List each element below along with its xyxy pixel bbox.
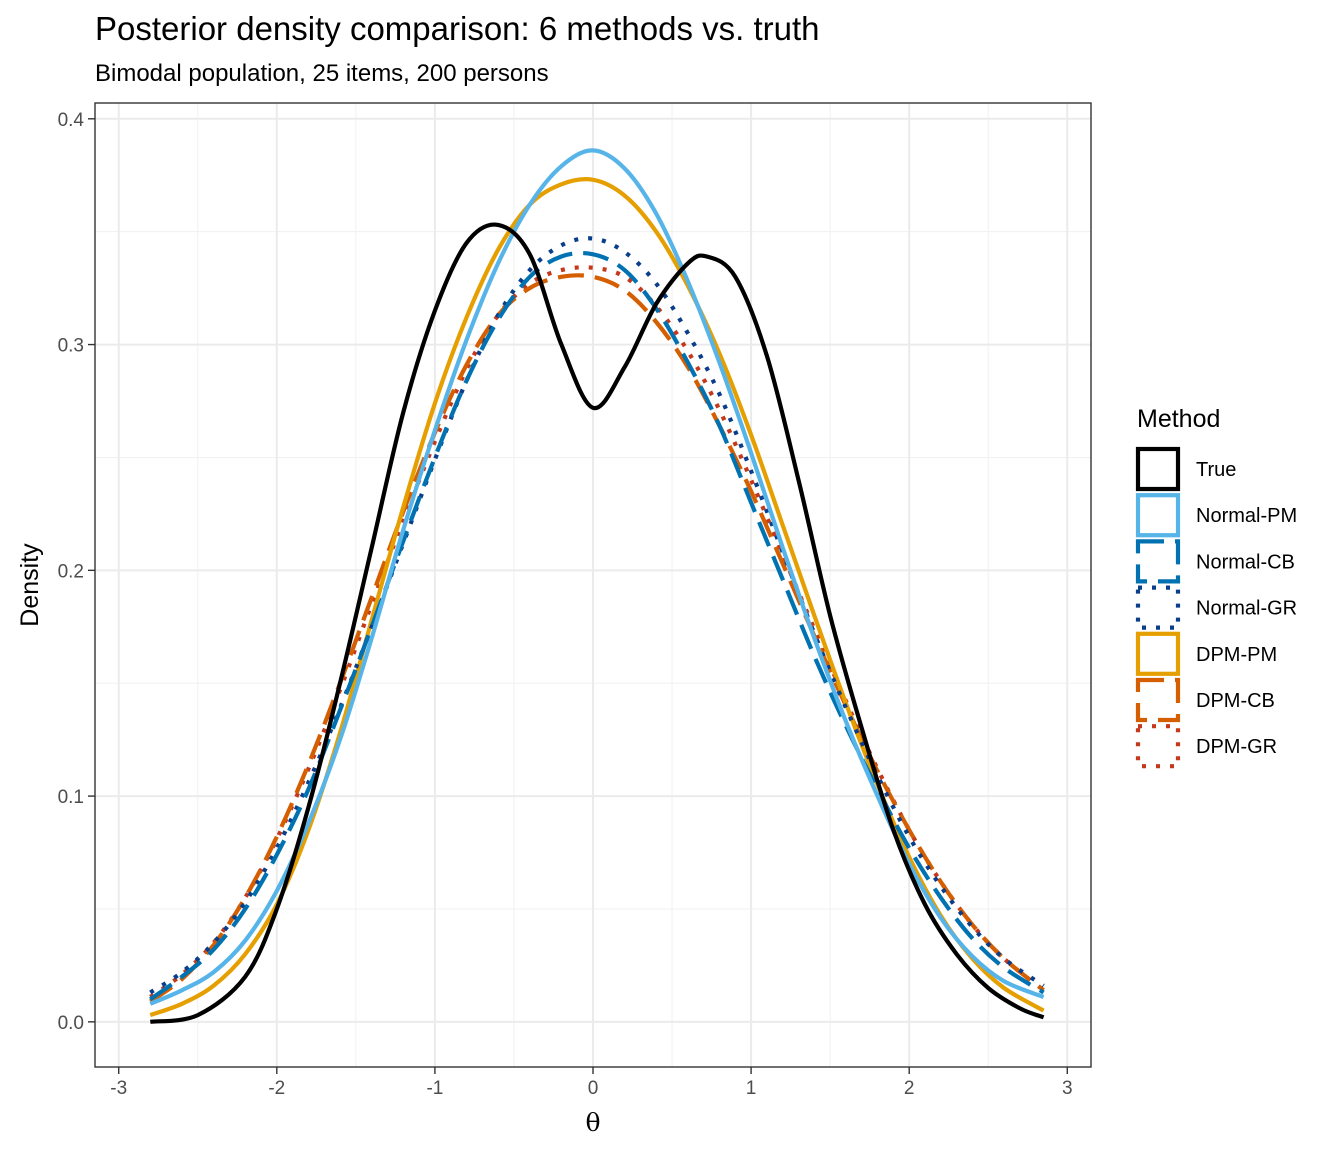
legend-key-dpm-pm: DPM-PM <box>1135 631 1277 676</box>
legend-title: Method <box>1137 405 1220 433</box>
x-tick-label: -3 <box>110 1078 127 1099</box>
x-tick-label: 3 <box>1062 1078 1073 1099</box>
series-lines <box>149 148 1045 1024</box>
legend-label: DPM-GR <box>1196 736 1277 758</box>
major-gridlines <box>95 103 1091 1067</box>
legend-swatch <box>1135 539 1181 584</box>
x-tick-label: -1 <box>426 1078 443 1099</box>
series-line-normal-gr <box>149 236 1045 995</box>
legend-key-dpm-cb: DPM-CB <box>1135 677 1275 723</box>
legend: Method True Normal-PM Normal-CB Normal-GR DP… <box>1135 405 1297 769</box>
legend-key-dpm-gr: DPM-GR <box>1135 724 1277 769</box>
chart-title: Posterior density comparison: 6 methods … <box>95 10 820 47</box>
x-axis-title: θ <box>585 1108 600 1137</box>
x-tick-label: -2 <box>268 1078 285 1099</box>
legend-key-normal-gr: Normal-GR <box>1135 585 1297 630</box>
series-line-true <box>150 222 1045 1024</box>
legend-key-normal-pm: Normal-PM <box>1135 493 1297 538</box>
legend-label: True <box>1196 459 1236 481</box>
x-axis: -3 -2 -1 0 1 2 3 <box>110 1067 1073 1099</box>
y-tick-label: 0.2 <box>58 561 84 582</box>
y-tick-label: 0.0 <box>58 1013 84 1034</box>
legend-key-normal-cb: Normal-CB <box>1135 539 1295 584</box>
legend-label: DPM-PM <box>1196 644 1277 666</box>
y-tick-label: 0.4 <box>58 110 85 131</box>
legend-key-true: True <box>1135 446 1236 492</box>
y-axis-title: Density <box>16 543 44 627</box>
series-line-normal-cb <box>149 250 1045 1002</box>
y-tick-label: 0.3 <box>58 336 84 357</box>
legend-label: Normal-CB <box>1196 551 1295 573</box>
series-line-dpm-gr <box>149 265 1045 999</box>
y-axis: 0.0 0.1 0.2 0.3 0.4 <box>58 110 95 1034</box>
legend-swatch <box>1135 631 1181 676</box>
legend-label: Normal-PM <box>1196 505 1297 527</box>
x-tick-label: 0 <box>588 1078 599 1099</box>
y-tick-label: 0.1 <box>58 787 84 808</box>
legend-swatch <box>1135 493 1181 538</box>
chart-subtitle: Bimodal population, 25 items, 200 person… <box>95 60 549 87</box>
legend-swatch <box>1135 585 1181 630</box>
legend-swatch <box>1135 446 1181 492</box>
legend-label: Normal-GR <box>1196 598 1297 620</box>
plot-panel <box>94 102 1092 1068</box>
x-tick-label: 2 <box>904 1078 915 1099</box>
legend-swatch <box>1135 677 1181 723</box>
legend-swatch <box>1135 724 1181 769</box>
series-line-normal-pm <box>149 148 1045 1006</box>
x-tick-label: 1 <box>746 1078 757 1099</box>
legend-label: DPM-CB <box>1196 690 1275 712</box>
series-line-dpm-cb <box>149 273 1045 1004</box>
